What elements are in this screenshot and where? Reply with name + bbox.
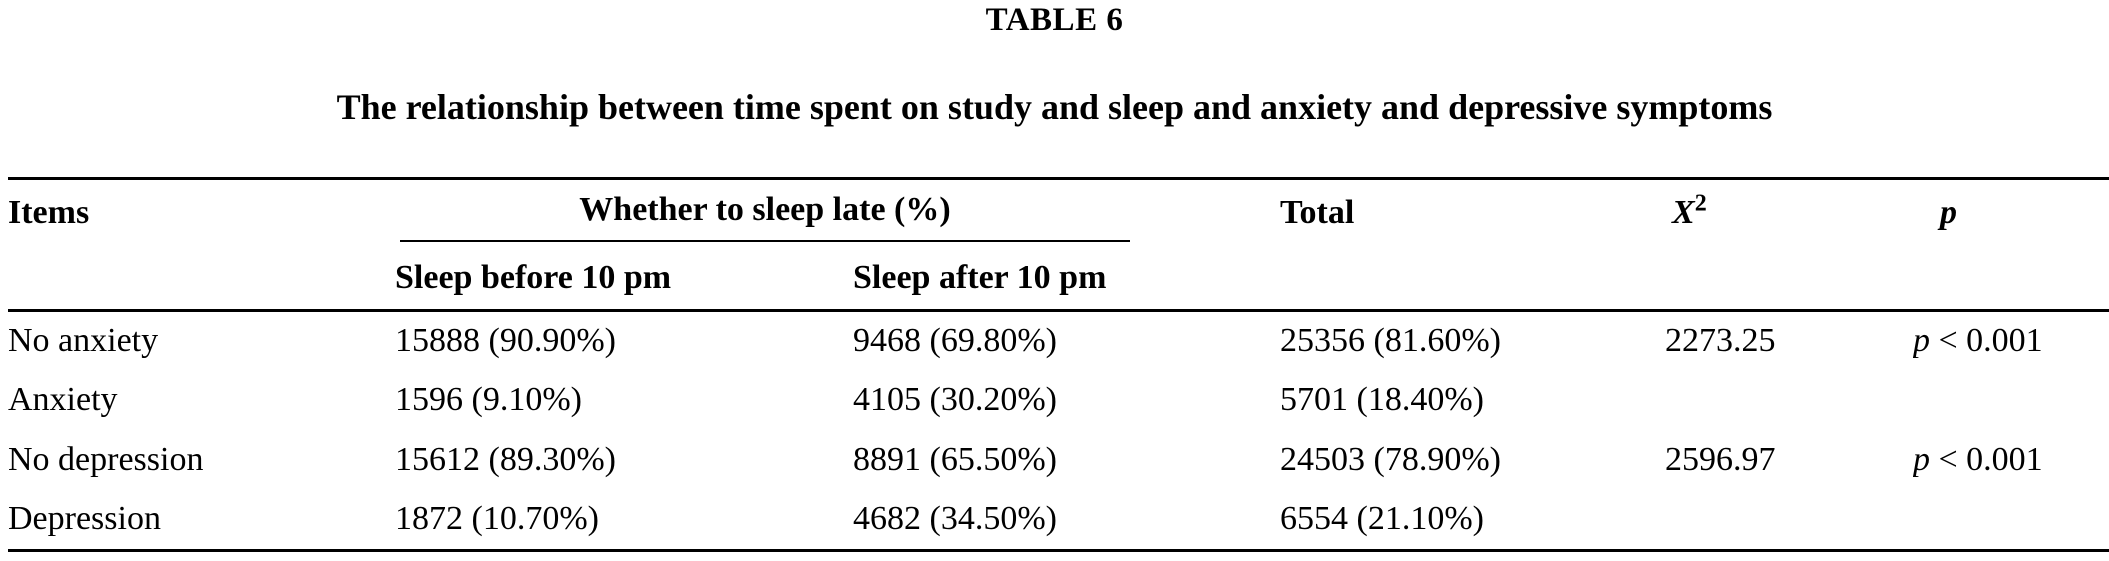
cell-total: 6554 (21.10%) (1280, 500, 1484, 538)
header-p-value: p (1913, 178, 2109, 312)
cell-after: 4682 (34.50%) (853, 500, 1057, 538)
cell-before: 1596 (9.10%) (395, 381, 582, 418)
cell-item: No anxiety (8, 321, 159, 359)
cell-item: No depression (8, 441, 204, 478)
header-sleep-before: Sleep before 10 pm (395, 242, 853, 312)
table-caption: The relationship between time spent on s… (336, 87, 1773, 127)
p-symbol: p (1913, 441, 1930, 478)
cell-after: 8891 (65.50%) (853, 441, 1057, 478)
cell-chi: 2596.97 (1665, 441, 1776, 478)
results-table: Items Whether to sleep late (%) Total X2… (8, 177, 2109, 552)
header-group-label: Whether to sleep late (%) (400, 180, 1130, 242)
cell-total: 24503 (78.90%) (1280, 441, 1501, 478)
p-comparison: < 0.001 (1930, 321, 2043, 359)
header-sleep-after: Sleep after 10 pm (853, 242, 1280, 312)
header-chi-square: X2 (1665, 178, 1913, 312)
cell-chi: 2273.25 (1665, 321, 1776, 359)
cell-before: 1872 (10.70%) (395, 500, 599, 538)
header-items: Items (8, 178, 395, 312)
table-number-title: TABLE 6 (985, 2, 1124, 38)
cell-p (1913, 370, 2109, 430)
cell-p: p < 0.001 (1913, 430, 2109, 490)
cell-after: 4105 (30.20%) (853, 381, 1057, 418)
table-row-no-anxiety: No anxiety 15888 (90.90%) 9468 (69.80%) … (8, 310, 2109, 370)
cell-before: 15888 (90.90%) (395, 321, 616, 359)
cell-item: Anxiety (8, 381, 118, 418)
cell-before: 15612 (89.30%) (395, 441, 616, 478)
p-symbol: p (1913, 321, 1930, 359)
chi-exponent: 2 (1694, 190, 1707, 217)
table-body: No anxiety 15888 (90.90%) 9468 (69.80%) … (8, 310, 2109, 550)
cell-after: 9468 (69.80%) (853, 321, 1057, 359)
header-total: Total (1280, 178, 1665, 312)
table-header: Items Whether to sleep late (%) Total X2… (8, 178, 2109, 312)
cell-chi (1665, 490, 1913, 550)
cell-item: Depression (8, 500, 161, 538)
cell-p: p < 0.001 (1913, 310, 2109, 370)
table-row-anxiety: Anxiety 1596 (9.10%) 4105 (30.20%) 5701 … (8, 370, 2109, 430)
chi-symbol: X (1672, 194, 1695, 231)
cell-p (1913, 490, 2109, 550)
cell-chi (1665, 370, 1913, 430)
cell-total: 25356 (81.60%) (1280, 321, 1501, 359)
header-group-sleep-late: Whether to sleep late (%) (395, 179, 1280, 242)
table-row-no-depression: No depression 15612 (89.30%) 8891 (65.50… (8, 430, 2109, 490)
p-comparison: < 0.001 (1930, 441, 2043, 478)
table-row-depression: Depression 1872 (10.70%) 4682 (34.50%) 6… (8, 490, 2109, 550)
cell-total: 5701 (18.40%) (1280, 381, 1484, 418)
